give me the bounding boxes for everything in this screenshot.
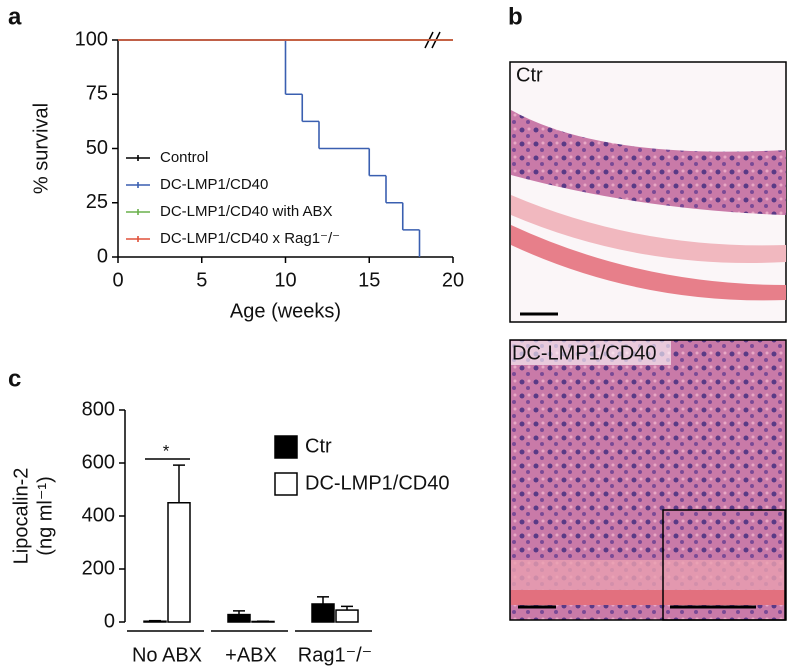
- image-label: DC-LMP1/CD40: [512, 342, 656, 364]
- y-tick-label: 75: [86, 83, 108, 105]
- x-tick-label: 15: [358, 269, 380, 291]
- bar: [335, 609, 359, 623]
- x-tick-label: 20: [442, 269, 464, 291]
- image-label: Ctr: [516, 64, 543, 86]
- legend-swatch: [274, 472, 298, 496]
- panel-letter: c: [8, 365, 21, 392]
- panel-letter: b: [508, 3, 523, 30]
- x-axis-label: Age (weeks): [230, 300, 341, 322]
- y-axis-label: (ng ml⁻¹): [34, 476, 56, 555]
- x-tick-label: 5: [196, 269, 207, 291]
- bar: [143, 620, 167, 623]
- x-tick-label: 10: [274, 269, 296, 291]
- y-tick-label: 800: [82, 398, 115, 420]
- legend-label: Control: [160, 149, 208, 166]
- y-tick-label: 0: [97, 245, 108, 267]
- y-tick-label: 50: [86, 137, 108, 159]
- bar: [251, 620, 275, 623]
- x-tick-label: Rag1⁻/⁻: [298, 644, 372, 666]
- y-tick-label: 100: [75, 28, 108, 50]
- image-dc: DC-LMP1/CD40: [509, 339, 787, 621]
- annotation: *: [163, 441, 170, 460]
- y-tick-label: 0: [104, 610, 115, 632]
- bar: [227, 613, 251, 623]
- bar: [311, 603, 335, 623]
- legend-label: DC-LMP1/CD40 x Rag1⁻/⁻: [160, 230, 340, 247]
- y-tick-label: 25: [86, 191, 108, 213]
- y-axis-label: Lipocalin-2: [10, 468, 32, 565]
- y-tick-label: 600: [82, 451, 115, 473]
- x-tick-label: No ABX: [132, 644, 202, 666]
- legend-label: DC-LMP1/CD40: [305, 472, 449, 494]
- y-tick-label: 200: [82, 557, 115, 579]
- legend-label: DC-LMP1/CD40: [160, 176, 268, 193]
- x-tick-label: +ABX: [225, 644, 277, 666]
- x-tick-label: 0: [112, 269, 123, 291]
- bar: [167, 502, 191, 623]
- y-tick-label: 400: [82, 504, 115, 526]
- panel-letter: a: [8, 3, 22, 30]
- legend-swatch: [274, 435, 298, 459]
- legend-label: DC-LMP1/CD40 with ABX: [160, 203, 333, 220]
- y-axis-label: % survival: [30, 103, 52, 194]
- legend-label: Ctr: [305, 435, 332, 457]
- image-ctr: Ctr: [509, 61, 787, 323]
